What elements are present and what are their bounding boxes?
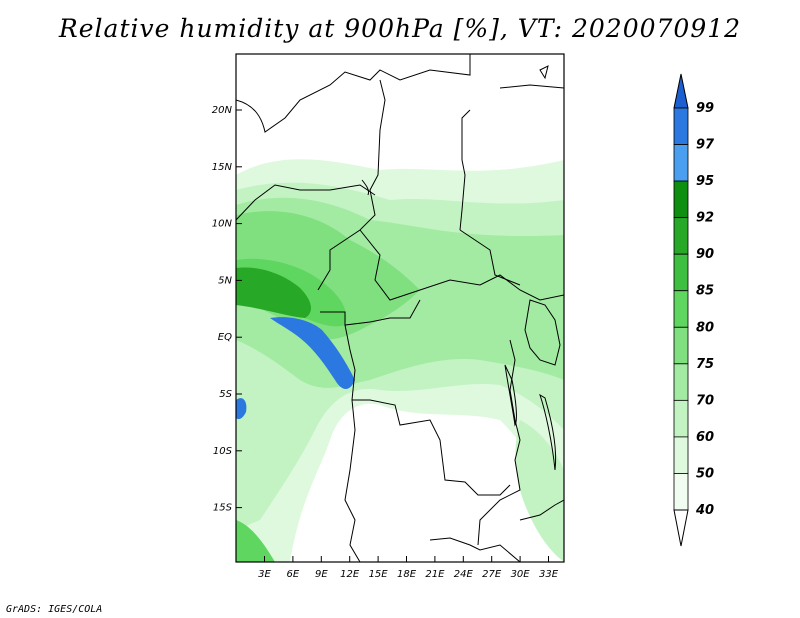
colorbar-label: 40 — [695, 503, 714, 518]
lat-label: 5N — [218, 275, 232, 286]
humidity-band-85-south — [236, 520, 275, 562]
humidity-band-97-south — [236, 398, 247, 420]
map-frame — [235, 53, 565, 563]
colorbar-segment — [673, 363, 689, 401]
country-borders — [236, 54, 564, 562]
colorbar-segment — [673, 144, 689, 182]
lon-label: 33E — [539, 569, 559, 580]
lon-label: 12E — [340, 569, 360, 580]
lon-label: 6E — [287, 569, 300, 580]
colorbar-segment — [673, 436, 689, 474]
colorbar-segment — [673, 180, 689, 219]
longitude-axis: 3E 6E 9E 12E 15E 18E 21E 24E 27E 30E 33E — [258, 556, 559, 580]
colorbar-segment — [673, 399, 689, 438]
humidity-band-97 — [270, 317, 355, 389]
lon-label: 27E — [482, 569, 502, 580]
humidity-band-90 — [236, 267, 312, 318]
colorbar-segment — [673, 326, 689, 365]
colorbar-segment — [673, 107, 689, 145]
colorbar-segment — [673, 290, 689, 328]
lat-label: 10S — [213, 446, 233, 457]
colorbar: 99 97 95 92 90 85 80 75 70 60 50 40 — [673, 73, 715, 547]
lon-label: 18E — [397, 569, 417, 580]
lat-label: 5S — [219, 389, 232, 400]
credit-text: GrADS: IGES/COLA — [6, 604, 103, 615]
colorbar-label: 60 — [696, 430, 714, 445]
lat-label: 15S — [213, 503, 233, 514]
lon-label: 3E — [258, 569, 271, 580]
lat-label: 10N — [212, 219, 233, 230]
lon-label: 21E — [425, 569, 445, 580]
lakes-coast — [361, 65, 557, 471]
colorbar-label: 95 — [696, 174, 714, 189]
colorbar-label: 85 — [696, 284, 714, 299]
lon-label: 15E — [369, 569, 389, 580]
colorbar-label: 75 — [696, 357, 714, 372]
colorbar-segment — [673, 217, 689, 255]
colorbar-label: 90 — [696, 247, 714, 262]
lat-label: 15N — [212, 162, 233, 173]
colorbar-label: 99 — [696, 101, 714, 116]
colorbar-bottom-arrow — [673, 509, 689, 547]
colorbar-label: 50 — [696, 466, 714, 481]
humidity-band-60-east — [515, 420, 564, 562]
chart-title: Relative humidity at 900hPa [%], VT: 202… — [58, 14, 742, 43]
colorbar-label: 70 — [696, 393, 714, 408]
lon-label: 9E — [315, 569, 328, 580]
lat-label: 20N — [212, 105, 233, 116]
colorbar-top-arrow — [673, 73, 689, 109]
lon-label: 30E — [511, 569, 531, 580]
latitude-axis: 20N 15N 10N 5N EQ 5S 10S 15S — [212, 105, 242, 514]
colorbar-segment — [673, 253, 689, 292]
lon-label: 24E — [454, 569, 474, 580]
colorbar-label: 80 — [696, 320, 714, 335]
lat-label: EQ — [218, 332, 232, 343]
humidity-field — [236, 54, 564, 562]
colorbar-label: 97 — [696, 138, 715, 153]
colorbar-segment — [673, 473, 689, 511]
colorbar-label: 92 — [696, 211, 714, 226]
